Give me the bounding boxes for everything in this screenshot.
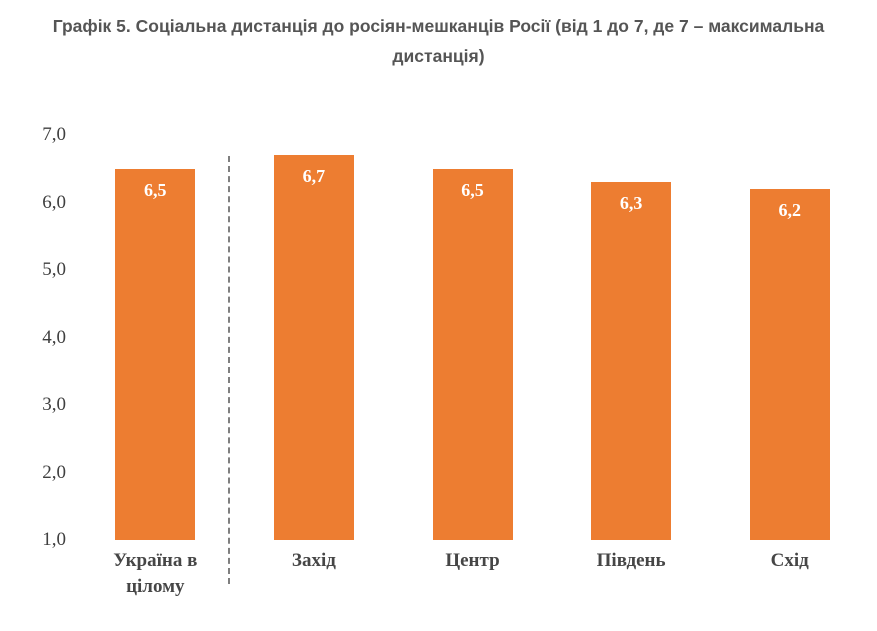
category-label: Південь: [596, 550, 666, 571]
category-label: Україна в цілому: [113, 550, 198, 597]
bar-2: 6,7: [273, 155, 354, 540]
bar-value-label: 6,5: [144, 179, 167, 200]
bar-value-label: 6,5: [461, 179, 484, 200]
category-label: Захід: [291, 550, 336, 571]
bar-value-label: 6,7: [302, 166, 326, 187]
bar-5: 6,2: [749, 189, 830, 540]
y-tick-label: 1,0: [42, 529, 66, 550]
y-tick-label: 4,0: [42, 326, 66, 348]
category-label: Центр: [445, 550, 500, 571]
y-tick-label: 5,0: [42, 259, 66, 280]
bar-4: 6,3: [591, 182, 672, 540]
y-tick-label: 6,0: [42, 191, 66, 213]
y-tick-label: 7,0: [42, 124, 66, 145]
y-tick-label: 3,0: [42, 394, 66, 415]
bar-1: 6,5: [115, 168, 196, 540]
chart-title: Графік 5. Соціальна дистанція до росіян-…: [52, 16, 825, 66]
bar-value-label: 6,2: [778, 200, 801, 220]
bar-3: 6,5: [432, 168, 513, 540]
bar-value-label: 6,3: [619, 193, 643, 214]
y-tick-label: 2,0: [42, 461, 66, 483]
category-label: Схід: [770, 550, 809, 571]
separator-dashed-line: [228, 156, 230, 584]
